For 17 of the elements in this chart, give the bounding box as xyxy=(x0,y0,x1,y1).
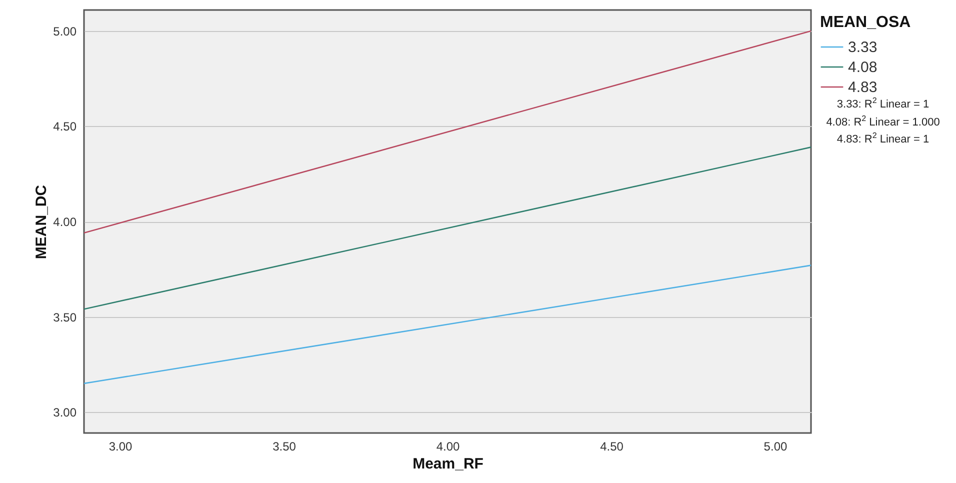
x-tick-label: 4.00 xyxy=(436,440,460,454)
y-tick-label: 3.00 xyxy=(53,406,77,420)
legend-label: 3.33 xyxy=(848,39,878,56)
legend-title: MEAN_OSA xyxy=(820,14,912,31)
x-tick-label: 5.00 xyxy=(764,440,788,454)
y-tick-label: 3.50 xyxy=(53,310,77,324)
fit-notes: 3.33: R$^{2}$ Linear = 1 4.08: R$^{2}$ Linear = 1.000 4.83: R$^{2}$ Linear = 1 xyxy=(825,95,941,147)
y-tick-label: 5.00 xyxy=(53,24,77,38)
x-tick-label: 4.50 xyxy=(600,440,624,454)
legend-label: 4.83 xyxy=(848,79,878,96)
legend-label: 4.08 xyxy=(848,59,878,76)
x-tick-label: 3.50 xyxy=(272,440,296,454)
y-axis-title: MEAN_DC xyxy=(33,184,50,260)
y-tick-label: 4.50 xyxy=(53,120,77,134)
x-tick-label: 3.00 xyxy=(108,440,133,454)
x-axis-title: Meam_RF xyxy=(412,456,484,472)
y-tick-label: 4.00 xyxy=(53,215,77,229)
